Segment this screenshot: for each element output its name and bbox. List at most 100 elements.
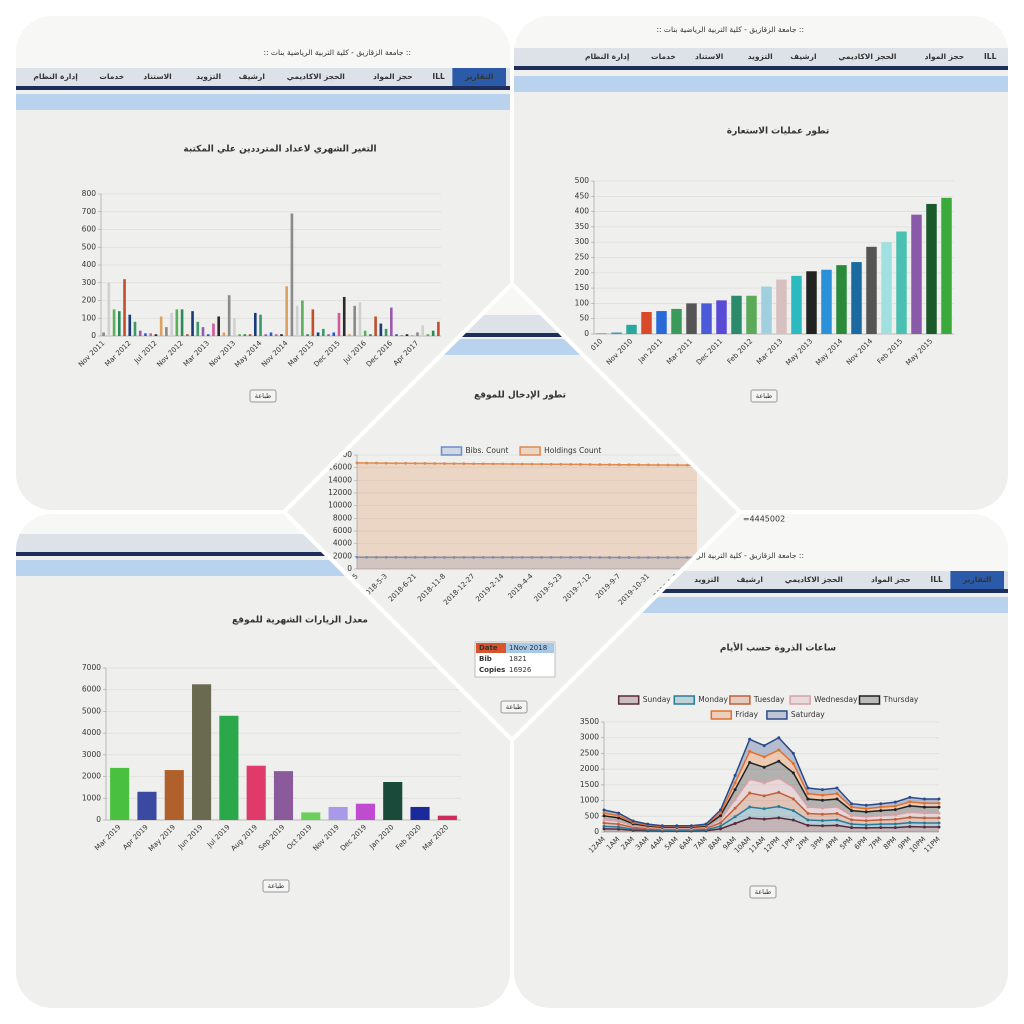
point [820,806,824,810]
nav-item[interactable]: ارشيف [790,52,816,61]
nav-item[interactable]: الاستناد [143,72,171,81]
point [908,825,912,829]
bar [355,803,375,820]
point [423,462,427,465]
bar [137,791,157,820]
bar [246,765,266,820]
point [685,463,689,467]
area-fill [357,557,697,569]
bar [133,321,137,336]
y-tick-label: 6000 [333,526,352,535]
bar [332,332,336,336]
point [893,808,897,812]
y-tick-label: 50 [579,314,589,323]
nav-item[interactable]: التزويد [748,52,773,61]
print-label[interactable]: طباعة [755,888,771,896]
bar [746,295,757,334]
y-tick-label: 600 [82,225,97,234]
point [733,806,737,810]
screen-panel: :: جامعة الزقازيق - كلية التربية الرياضي… [16,16,510,510]
point [481,462,485,466]
legend-label: Holdings Count [544,446,601,455]
nav-item[interactable]: خدمات [99,72,124,81]
point [501,462,505,466]
point [719,818,723,822]
point [820,798,824,802]
point [864,810,868,814]
bar [238,334,241,336]
print-button[interactable] [750,389,778,403]
point [850,802,854,806]
bar [306,334,309,336]
nav-item[interactable]: التقارير [464,72,493,81]
point [937,801,941,805]
point [748,816,752,820]
nav-item[interactable]: ILL [984,52,997,61]
nav-line [16,552,510,556]
nav-item[interactable]: حجز المواد [925,52,965,61]
point [733,815,737,819]
bar [383,782,403,820]
point [835,792,839,796]
bar [791,275,802,334]
y-tick-label: 700 [82,207,97,216]
legend-swatch [673,695,696,705]
print-button[interactable] [249,389,277,403]
print-button[interactable] [749,885,777,899]
series-line [603,777,939,830]
nav-item[interactable]: الحجز الاكاديمي [838,52,896,61]
point [806,797,810,801]
bar [327,334,330,336]
point [637,463,641,467]
nav-bar [514,48,1008,66]
bar [254,312,257,336]
point [820,788,824,792]
bar [926,203,937,334]
y-tick-label: 0 [91,331,96,340]
y-tick-label: 12000 [328,488,352,497]
nav-item[interactable]: الحجز الاكاديمي [785,575,843,584]
print-button[interactable] [262,879,290,893]
nav-item[interactable]: التزويد [196,72,221,81]
bar [369,334,372,336]
point [602,811,606,815]
point [835,811,839,815]
nav-item[interactable]: الحجز الاكاديمي [287,72,345,81]
y-tick-label: 300 [575,237,590,246]
point [777,736,781,740]
nav-item[interactable]: حجز المواد [373,72,413,81]
point [511,462,514,466]
nav-item[interactable]: حجز المواد [871,575,911,584]
bar [866,246,877,334]
point [462,462,466,466]
chart-title: تطور الإدخال للموقع [474,391,566,401]
bar [337,312,341,336]
nav-item[interactable]: ارشيف [737,575,763,584]
point [689,824,693,828]
point [549,556,553,559]
chart-title: التغير الشهري لاعداد المترددين علي المكت… [183,145,376,155]
bar [123,279,126,336]
nav-item[interactable]: إدارة النظام [585,52,629,61]
print-label[interactable]: طباعة [268,882,284,890]
point [806,805,810,809]
nav-item[interactable]: ILL [930,575,943,584]
legend-label: Friday [735,710,758,719]
print-label[interactable]: طباعة [756,392,772,400]
print-label[interactable]: طباعة [506,703,522,711]
print-label[interactable]: طباعة [255,392,271,400]
nav-item[interactable]: ILL [432,72,445,81]
nav-item[interactable]: خدمات [651,52,676,61]
nav-item[interactable]: إدارة النظام [33,72,77,81]
legend-label: Tuesday [753,695,785,704]
nav-item[interactable]: ارشيف [239,72,265,81]
point [791,809,795,813]
print-button[interactable] [500,700,528,714]
nav-item[interactable]: التزويد [694,575,719,584]
point [656,463,660,467]
nav-item[interactable]: التقارير [962,575,991,584]
point [908,795,912,799]
nav-item[interactable]: الاستناد [695,52,723,61]
bar [175,309,179,336]
